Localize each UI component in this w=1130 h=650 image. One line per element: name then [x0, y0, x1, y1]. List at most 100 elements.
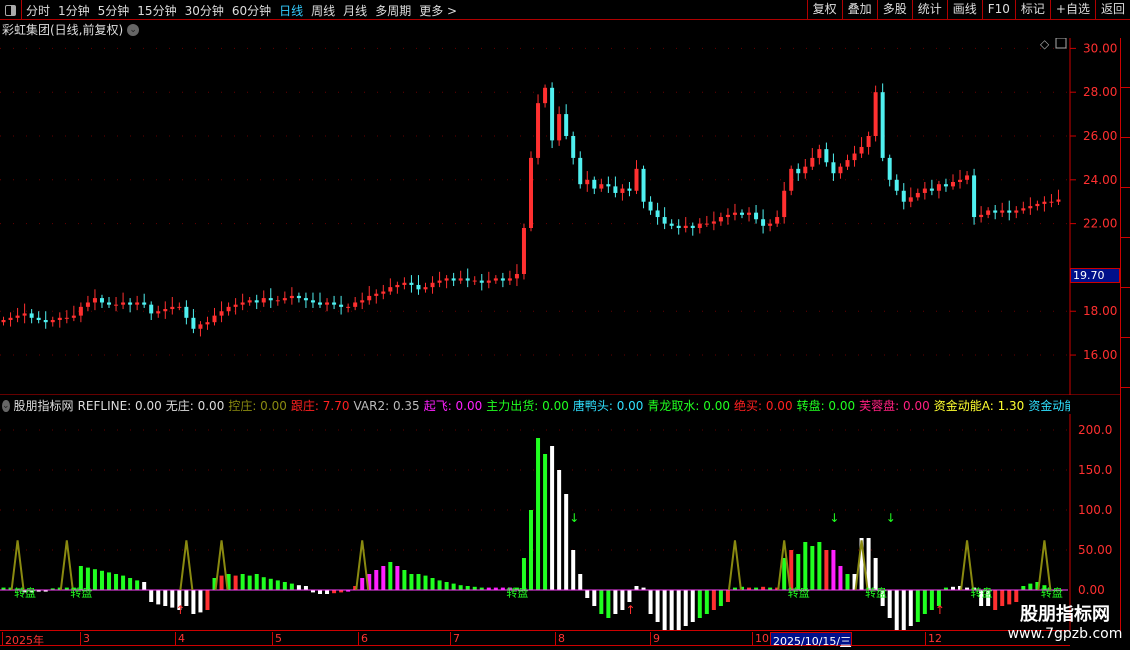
candle-body [212, 315, 217, 323]
histogram-bar [958, 586, 963, 590]
period-tab[interactable]: 更多 > [419, 4, 458, 18]
period-tab[interactable]: 周线 [311, 4, 336, 18]
histogram-bar [845, 574, 850, 590]
candle-body [388, 287, 393, 292]
candle-body [732, 212, 737, 215]
period-tab[interactable]: 5分钟 [97, 4, 130, 18]
period-tab[interactable]: 日线 [279, 4, 304, 18]
candle-body [1028, 206, 1033, 209]
period-tab[interactable]: 分时 [26, 4, 51, 18]
tool-button[interactable]: 复权 [806, 0, 842, 20]
time-label: 2025年 [2, 632, 44, 647]
histogram-bar [226, 574, 231, 590]
side-tab[interactable] [1121, 138, 1130, 188]
period-tab[interactable]: 1分钟 [58, 4, 90, 18]
tool-button[interactable]: 标记 [1014, 0, 1050, 20]
side-tab[interactable] [1121, 88, 1130, 138]
candle-body [318, 302, 323, 305]
indicator-field: 主力出货: 0.00 [486, 399, 569, 413]
side-tab[interactable] [1121, 238, 1130, 288]
tool-button[interactable]: F10 [981, 0, 1015, 20]
histogram-bar [606, 590, 611, 618]
period-tab[interactable]: 月线 [343, 4, 368, 18]
histogram-bar [810, 546, 815, 590]
indicator-field: 绝买: 0.00 [734, 399, 793, 413]
histogram-bar [936, 590, 941, 606]
indicator-name[interactable]: 股朋指标网 [13, 399, 74, 413]
histogram-bar [894, 590, 899, 630]
panel-toggle-button[interactable] [0, 0, 22, 20]
diamond-icon[interactable]: ◇ [1040, 38, 1050, 51]
side-tab[interactable] [1121, 338, 1130, 388]
candle-body [852, 153, 857, 161]
indicator-field: 无庄: 0.00 [165, 399, 225, 413]
indicator-tick-label: 50.00 [1078, 543, 1112, 557]
candle-body [22, 313, 27, 316]
indicator-field: 起飞: 0.00 [423, 399, 483, 413]
indicator-field: 唐鸭头: 0.00 [572, 399, 644, 413]
period-tab[interactable]: 多周期 [375, 4, 412, 18]
histogram-bar [205, 590, 210, 610]
side-tab[interactable] [1121, 38, 1130, 88]
candle-body [332, 302, 337, 305]
candlestick-chart[interactable]: 30.00 28.00 26.00 24.00 22.00 18.00 16.00 ◇ [0, 38, 1120, 395]
side-tab[interactable] [1121, 288, 1130, 338]
candle-body [50, 320, 55, 323]
candle-body [8, 317, 13, 320]
tool-button[interactable]: 统计 [911, 0, 947, 20]
histogram-bar [92, 569, 97, 590]
time-label: 12 [925, 632, 942, 646]
indicator-chart[interactable]: 200.0 150.0 100.0 50.00 0.00 ↑ ↑ ↑ ↓ ↓ ↓ 转盘 转盘 转盘 转盘 转盘… [0, 414, 1120, 630]
candle-body [1, 320, 6, 323]
candle-body [135, 302, 140, 305]
histogram-bar [613, 590, 618, 614]
histogram-bar [388, 562, 393, 590]
histogram-bar [578, 574, 583, 590]
histogram-bar [592, 590, 597, 606]
chevron-down-icon[interactable]: ⌄ [2, 399, 10, 412]
toggle-icon[interactable] [1055, 38, 1067, 49]
price-tick-label: 24.00 [1083, 173, 1117, 187]
candle-body [655, 210, 660, 218]
selected-date-text: 2025/10/15/ [773, 635, 841, 648]
histogram-bar [353, 586, 358, 590]
candle-body [409, 282, 414, 285]
spike-line [777, 540, 792, 591]
time-label: 8 [555, 632, 565, 646]
histogram-bar [303, 586, 308, 590]
candle-body [395, 284, 400, 288]
candle-body [402, 282, 407, 285]
candle-body [346, 306, 351, 308]
tool-button[interactable]: +自选 [1049, 0, 1095, 20]
histogram-bar [282, 582, 287, 590]
spike-line [214, 540, 229, 591]
tool-button[interactable]: 画线 [946, 0, 982, 20]
tool-button[interactable]: 多股 [876, 0, 912, 20]
candle-body [683, 225, 688, 228]
histogram-bar [1028, 583, 1033, 590]
side-tab[interactable] [1121, 188, 1130, 238]
candle-body [810, 157, 815, 167]
histogram-bar [521, 558, 526, 590]
histogram-bar [78, 566, 83, 590]
candle-body [1000, 210, 1005, 213]
candle-body [831, 162, 836, 174]
chevron-down-icon[interactable]: ⌄ [127, 23, 140, 36]
tool-button[interactable]: 返回 [1094, 0, 1130, 20]
period-tab[interactable]: 60分钟 [231, 4, 272, 18]
period-tab[interactable]: 30分钟 [184, 4, 224, 18]
period-tab[interactable]: 15分钟 [137, 4, 177, 18]
tool-button[interactable]: 叠加 [841, 0, 877, 20]
candle-body [887, 157, 892, 180]
histogram-bar [859, 538, 864, 590]
histogram-bar [156, 590, 161, 605]
candle-body [247, 300, 252, 303]
candle-body [64, 317, 69, 319]
histogram-bar [732, 587, 737, 590]
candle-body [325, 302, 330, 305]
indicator-tick-label: 150.0 [1078, 463, 1112, 477]
histogram-bar [866, 538, 871, 590]
candle-body [613, 186, 618, 193]
histogram-bar [50, 588, 55, 590]
time-label: 10 [752, 632, 769, 646]
